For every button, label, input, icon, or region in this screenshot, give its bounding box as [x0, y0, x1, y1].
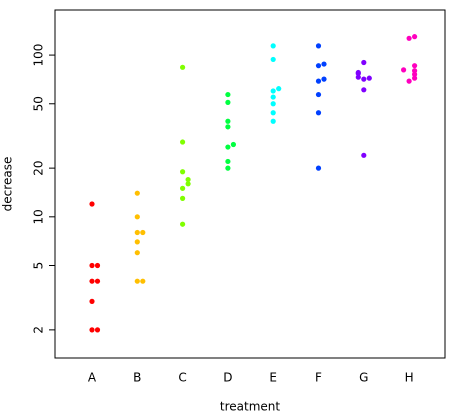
data-point: [366, 75, 372, 81]
x-tick-label: A: [88, 371, 97, 385]
data-point: [355, 74, 361, 80]
data-point: [270, 94, 276, 100]
data-point: [225, 124, 231, 130]
data-point: [361, 152, 367, 158]
data-point: [315, 43, 322, 49]
data-point: [412, 63, 418, 69]
data-point: [134, 229, 140, 236]
data-point: [94, 278, 101, 284]
data-point: [361, 59, 367, 66]
y-tick-label: 20: [32, 160, 46, 175]
data-point: [89, 327, 95, 333]
data-point: [140, 229, 146, 236]
data-point: [225, 118, 231, 124]
data-point: [406, 78, 412, 84]
x-tick-label: E: [269, 371, 277, 385]
data-point: [412, 75, 418, 81]
data-point: [180, 195, 186, 201]
data-point: [185, 181, 191, 187]
data-point: [134, 250, 140, 256]
data-point: [315, 63, 322, 69]
y-tick-label: 10: [32, 209, 46, 224]
data-point: [225, 158, 231, 165]
data-point: [401, 67, 407, 73]
data-point: [276, 86, 282, 92]
y-tick-label: 5: [32, 262, 46, 270]
x-tick-label: F: [315, 371, 322, 385]
data-point: [134, 190, 140, 196]
data-point: [270, 56, 276, 63]
data-point: [180, 139, 186, 145]
data-point: [225, 91, 231, 98]
x-tick-label: C: [178, 371, 186, 385]
data-point: [134, 278, 140, 284]
data-point: [270, 88, 276, 94]
data-point: [180, 64, 186, 70]
data-point: [315, 110, 322, 116]
data-point: [134, 214, 140, 220]
data-point: [89, 298, 95, 304]
data-point: [225, 165, 231, 171]
data-point: [180, 221, 186, 227]
data-point: [270, 101, 276, 107]
data-point: [270, 110, 276, 116]
y-axis-label: decrease: [1, 157, 15, 212]
data-point: [270, 43, 276, 49]
data-point: [89, 262, 95, 269]
data-point: [225, 144, 231, 150]
data-point: [89, 201, 95, 207]
data-point: [270, 118, 276, 124]
data-point: [140, 278, 146, 284]
x-tick-label: G: [359, 371, 368, 385]
plot-frame: [54, 9, 446, 359]
data-point: [180, 185, 186, 191]
data-point: [94, 262, 101, 269]
y-tick-label: 2: [32, 326, 46, 334]
data-point: [315, 165, 322, 171]
data-point: [321, 76, 327, 82]
data-point: [315, 78, 322, 84]
y-tick-label: 100: [32, 44, 46, 67]
data-point: [225, 99, 231, 105]
data-point: [321, 61, 327, 67]
data-point: [89, 278, 95, 284]
data-point: [134, 239, 140, 245]
data-point: [315, 91, 322, 98]
data-point: [230, 141, 236, 148]
data-point: [185, 176, 191, 183]
data-point: [94, 327, 101, 333]
x-tick-label: B: [133, 371, 141, 385]
x-tick-label: H: [405, 371, 414, 385]
data-point: [361, 87, 367, 93]
data-point: [412, 71, 418, 77]
data-point: [361, 76, 367, 82]
data-point: [406, 35, 412, 41]
data-point: [180, 169, 186, 175]
x-axis-label: treatment: [220, 400, 280, 414]
data-point: [412, 34, 418, 40]
x-tick-label: D: [223, 371, 232, 385]
data-point: [412, 68, 418, 74]
y-tick-label: 50: [32, 96, 46, 111]
data-point: [355, 69, 361, 76]
